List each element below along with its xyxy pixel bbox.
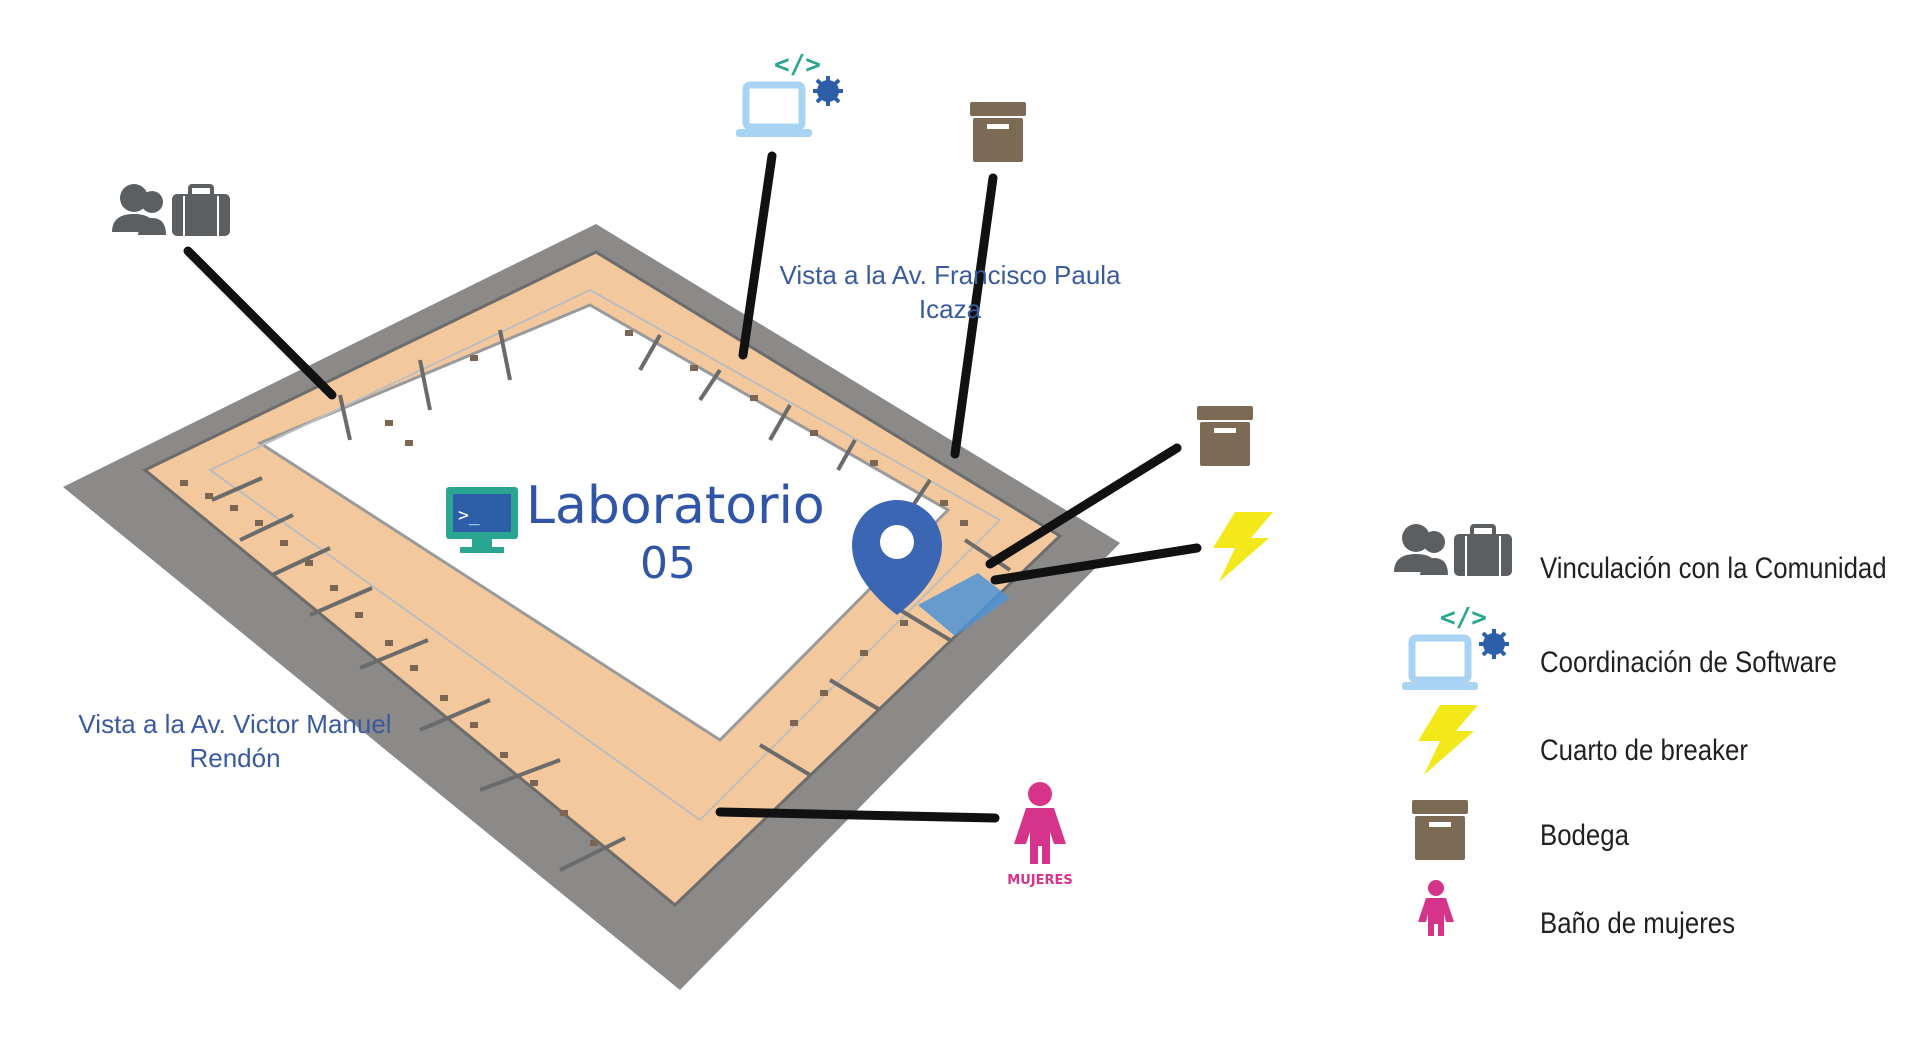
svg-text:</>: </>: [774, 50, 821, 80]
storage-box-icon: [1412, 800, 1468, 860]
legend-label: Coordinación de Software: [1540, 646, 1837, 679]
community-briefcase-icon: [112, 184, 230, 236]
legend-label: Baño de mujeres: [1540, 907, 1736, 940]
svg-text:</>: </>: [1440, 603, 1487, 633]
location-pin-icon: [852, 500, 942, 615]
room-partitions: [211, 329, 1012, 872]
legend-item-vinculacion: Vinculación con la Comunidad: [1390, 528, 1910, 608]
corridor-outline: [208, 288, 1002, 822]
breaker-lightning-icon: [1213, 512, 1273, 582]
storage-box-icon: [1197, 406, 1253, 466]
breaker-lightning-icon: [1418, 705, 1478, 775]
legend-label: Vinculación con la Comunidad: [1540, 552, 1887, 585]
laboratorio-05-room[interactable]: [918, 573, 1010, 636]
lab-title: Laboratorio: [526, 476, 825, 536]
legend-label: Bodega: [1540, 819, 1629, 852]
software-laptop-icon: </>: [736, 50, 843, 137]
legend-item-software: Coordinación de Software: [1390, 622, 1910, 702]
leader-lines: [183, 151, 1202, 823]
legend-item-breaker: Cuarto de breaker: [1390, 710, 1910, 790]
software-laptop-icon: </>: [1402, 603, 1509, 690]
storage-box-icon: [970, 102, 1026, 162]
desk-furniture: [180, 330, 968, 846]
legend-item-bodega: Bodega: [1390, 795, 1910, 875]
legend-item-bano-mujeres: Baño de mujeres: [1390, 883, 1910, 963]
terminal-monitor-icon: >_: [446, 487, 518, 553]
legend-label: Cuarto de breaker: [1540, 734, 1748, 767]
street-label-victor-manuel-rendon: Vista a la Av. Victor Manuel Rendón: [78, 709, 392, 773]
womens-restroom-icon: [1014, 782, 1066, 864]
lab-number: 05: [640, 538, 696, 589]
street-label-francisco-paula-icaza: Vista a la Av. Francisco Paula Icaza: [779, 260, 1121, 324]
womens-restroom-icon: [1418, 880, 1454, 936]
courtyard: [256, 303, 951, 742]
svg-text:>_: >_: [458, 505, 480, 526]
mujeres-label: MUJERES: [1007, 873, 1073, 888]
community-briefcase-icon: [1394, 524, 1512, 576]
